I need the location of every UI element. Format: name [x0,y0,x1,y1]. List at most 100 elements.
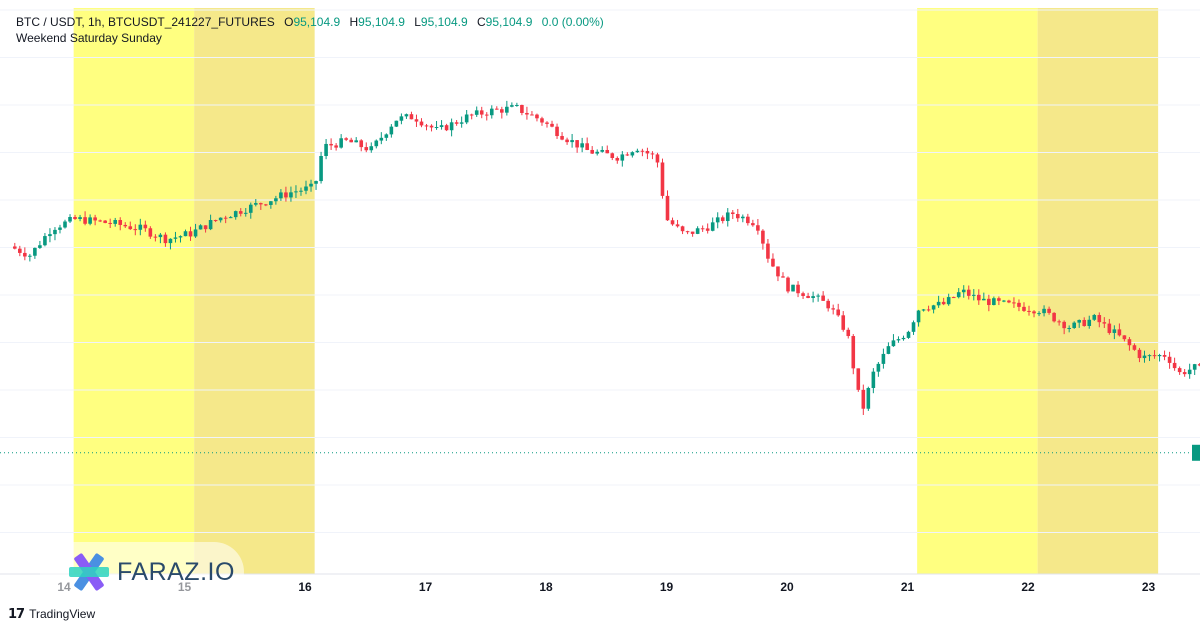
watermark-badge: FARAZ.IO [40,542,244,602]
candle-down [987,298,991,306]
candle-up [811,296,815,299]
candle-up [158,234,163,238]
candle-down [690,231,695,234]
candle-down [550,123,554,127]
candle-down [821,295,825,301]
candle-up [1067,327,1071,329]
candle-down [585,143,589,150]
last-price-marker [1192,444,1200,461]
candle-down [685,231,690,233]
candle-down [1007,300,1011,303]
candle-down [565,139,569,143]
candle-up [339,138,343,148]
indicator-legend[interactable]: Weekend Saturday Sunday [16,31,162,45]
candle-up [314,181,318,184]
candle-up [389,126,394,135]
highlight-band-sunday [194,8,315,574]
candle-down [705,228,710,231]
candle-down [605,149,610,154]
candle-up [399,116,404,121]
candle-up [434,127,439,129]
candle-down [23,252,27,257]
candle-down [153,236,158,238]
candle-down [751,223,755,226]
candle-down [1052,312,1056,322]
candle-up [921,309,926,311]
candle-down [841,315,846,330]
candle-down [469,114,474,116]
candle-down [1152,355,1157,357]
candle-down [640,150,645,152]
faraz-logo-icon [69,553,109,591]
candle-up [710,222,715,231]
candle-down [786,277,790,292]
candle-down [525,112,529,115]
candle-up [228,217,233,219]
candle-up [791,284,795,292]
x-tick-label: 19 [660,580,674,594]
candle-up [876,363,881,372]
candle-down [856,368,861,390]
candle-down [1047,308,1051,313]
candle-down [329,143,333,146]
candle-up [404,114,409,117]
candle-down [615,158,620,161]
candle-down [540,118,544,123]
candle-down [796,284,800,294]
candle-down [1197,364,1200,366]
candle-up [218,217,223,221]
candle-down [1127,339,1132,346]
candle-down [454,122,459,124]
candle-up [193,229,198,237]
candle-down [675,224,680,227]
candle-up [208,220,213,230]
candle-down [419,121,424,126]
candle-down [1182,372,1187,375]
tradingview-brand[interactable]: 17 TradingView [8,603,95,625]
change-value: 0.0 (0.00%) [541,15,604,29]
tradingview-logo-icon: 17 [8,606,25,622]
candle-up [906,331,911,338]
candle-down [223,217,228,219]
candle-up [474,110,479,115]
candle-down [284,192,288,198]
candle-down [364,147,369,151]
candle-down [344,138,348,140]
candle-down [801,293,805,296]
candle-up [630,152,635,156]
candle-up [1157,355,1162,357]
symbol-title: BTC / USDT, 1h, BTCUSDT_241227_FUTURES [16,15,275,29]
candle-up [871,371,876,389]
candle-down [720,217,725,222]
tradingview-label: TradingView [29,607,96,621]
candle-down [545,122,549,124]
candle-up [1087,319,1092,327]
candle-down [1122,335,1127,340]
candle-up [886,346,891,354]
open-value: 95,104.9 [293,15,341,29]
candle-down [746,216,750,224]
candle-up [63,221,67,228]
candle-down [761,230,765,244]
close-label: C [476,15,486,29]
candle-up [299,190,303,192]
candle-down [951,297,956,299]
candle-down [1097,315,1102,323]
candle-up [866,388,871,409]
candle-down [851,336,856,369]
candle-up [183,231,188,237]
open-label: O [284,15,294,29]
candle-down [560,136,564,140]
candle-down [700,228,705,230]
candle-up [489,108,494,116]
candle-down [1017,302,1021,307]
low-label: L [414,15,421,29]
candle-up [1037,313,1041,315]
candle-up [1192,364,1197,370]
candle-down [424,125,429,127]
candle-up [374,140,379,147]
candle-up [319,155,323,182]
candle-down [359,140,364,148]
candle-up [113,220,118,224]
